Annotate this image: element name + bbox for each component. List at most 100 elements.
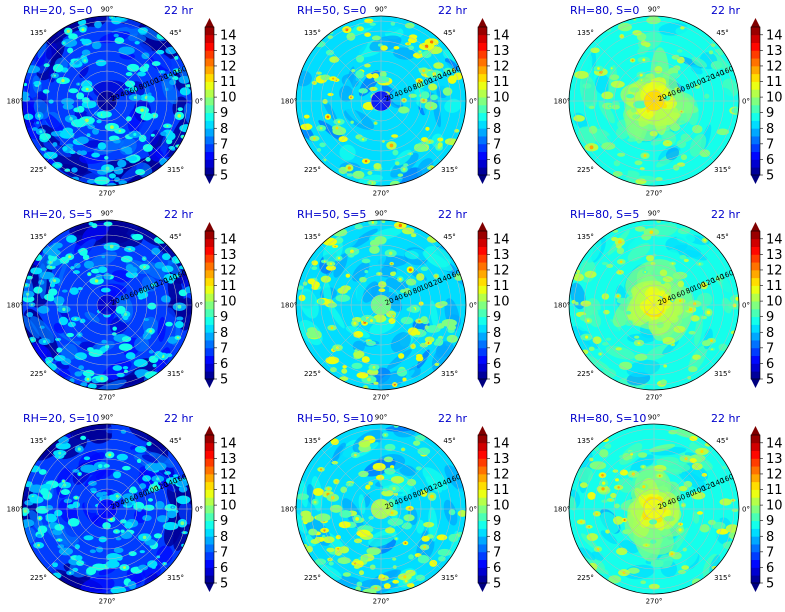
field-blob <box>74 352 87 361</box>
radial-tick-label: 20 <box>110 92 121 103</box>
field-blob <box>156 515 169 523</box>
field-patch <box>332 442 346 461</box>
field-blob <box>453 72 463 80</box>
field-blob <box>704 93 710 99</box>
angle-tick-label: 45° <box>169 233 181 241</box>
field-blob-core <box>105 166 110 171</box>
field-blob <box>128 551 137 557</box>
field-blob <box>617 22 632 32</box>
colorbar-segment <box>478 332 487 341</box>
field-blob <box>80 382 88 387</box>
field-blob <box>403 524 410 530</box>
field-blob <box>712 521 726 530</box>
field-blob <box>146 490 150 494</box>
field-blob <box>719 498 732 506</box>
field-patch <box>53 322 65 334</box>
field-patch <box>594 74 610 94</box>
colorbar-tick-label: 12 <box>766 263 783 278</box>
field-blob-core <box>374 122 377 124</box>
field-blob <box>677 569 686 575</box>
field-blob-core <box>177 304 182 309</box>
field-blob-core <box>402 448 404 451</box>
field-blob-core <box>111 16 114 19</box>
field-blob <box>674 87 681 91</box>
field-blob <box>368 481 374 486</box>
colorbar-extend-min <box>751 379 760 388</box>
colorbar-extend-max <box>751 18 760 27</box>
field-blob-core <box>370 319 373 323</box>
field-patch <box>416 519 425 534</box>
field-blob <box>120 529 125 533</box>
field-patch <box>629 424 647 434</box>
grid-spoke <box>320 244 382 306</box>
field-blob <box>305 545 313 553</box>
colorbar-tick-label: 8 <box>493 326 501 341</box>
colorbar-segment <box>751 442 760 451</box>
radial-tick-label: 60 <box>402 289 413 300</box>
radial-tick-label: 60 <box>675 289 686 300</box>
field-blob <box>629 87 640 93</box>
field-blob <box>387 517 404 526</box>
field-blob-core <box>658 474 661 477</box>
colorbar-segment <box>751 371 760 380</box>
field-blob <box>430 94 438 101</box>
field-patch <box>139 119 152 136</box>
field-blob-core <box>23 509 27 513</box>
field-blob <box>67 47 74 54</box>
field-patch <box>436 71 459 101</box>
colorbar-extend-min <box>205 583 214 592</box>
angle-tick-label: 135° <box>304 437 321 445</box>
field-blob-core <box>78 472 81 475</box>
field-patch <box>678 469 708 491</box>
field-blob <box>680 26 685 30</box>
field-blob <box>74 371 83 377</box>
field-blob <box>72 501 80 509</box>
angle-tick-label: 45° <box>443 29 455 37</box>
grid-spoke <box>380 508 442 570</box>
colorbar-extend-min <box>205 175 214 184</box>
field-blob <box>325 356 340 365</box>
angle-tick-label: 45° <box>169 437 181 445</box>
field-blob-core <box>428 167 431 169</box>
field-patch <box>376 220 397 228</box>
grid-spoke <box>380 100 442 162</box>
colorbar-tick-label: 12 <box>220 263 237 278</box>
field-blob <box>586 533 598 541</box>
colorbar-tick-label: 9 <box>766 514 774 529</box>
field-blob <box>40 147 47 151</box>
field-blob <box>669 72 681 79</box>
colorbar-segment <box>751 301 760 310</box>
field-blob <box>72 469 80 473</box>
field-blob <box>143 504 155 511</box>
colorbar-segment <box>205 308 214 318</box>
colorbar-tick-label: 14 <box>493 28 510 43</box>
colorbar-segment <box>751 512 760 522</box>
field-blob <box>412 52 424 59</box>
field-blob-core <box>617 486 620 489</box>
field-blob-core <box>313 81 316 84</box>
colorbar-segment <box>205 50 214 59</box>
field-blob <box>72 270 80 275</box>
field-blob <box>148 350 154 354</box>
colorbar-segment <box>751 347 760 357</box>
colorbar-tick-label: 12 <box>220 467 237 482</box>
field-blob <box>392 579 400 584</box>
colorbar-segment <box>205 528 214 537</box>
field-blob-core <box>402 167 406 171</box>
field-blob <box>608 575 622 584</box>
field-blob <box>421 491 426 495</box>
field-blob <box>56 347 63 353</box>
field-blob <box>689 458 697 463</box>
field-patch <box>445 58 459 71</box>
field-blob <box>296 493 309 500</box>
colorbar-segment <box>751 269 760 279</box>
colorbar-segment <box>205 567 214 576</box>
field-blob-core <box>428 140 431 143</box>
colorbar-segment <box>751 567 760 576</box>
field-patch <box>374 19 404 34</box>
colorbar-segment <box>478 277 487 286</box>
field-blob <box>637 452 648 458</box>
field-blob <box>326 547 335 553</box>
colorbar-segment <box>751 340 760 349</box>
field-blob-core <box>347 166 351 170</box>
